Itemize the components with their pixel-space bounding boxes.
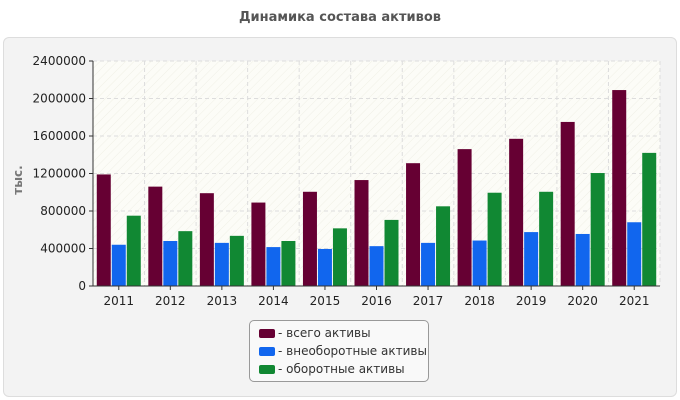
legend-label: - внеоборотные активы	[278, 344, 427, 358]
y-tick-label: 0	[78, 279, 86, 293]
bar-noncurrent-2020	[575, 233, 590, 286]
x-tick-label: 2020	[567, 294, 598, 308]
bar-current-2018	[487, 192, 502, 286]
legend-label: - оборотные активы	[278, 362, 405, 376]
x-tick-label: 2013	[207, 294, 238, 308]
legend-item-total-assets: - всего активы	[259, 324, 428, 342]
bar-noncurrent-2014	[266, 247, 281, 286]
x-tick-label: 2011	[103, 294, 134, 308]
bar-noncurrent-2012	[163, 241, 178, 286]
legend-item-noncurrent-assets: - внеоборотные активы	[259, 342, 428, 360]
y-tick-label: 1600000	[33, 129, 86, 143]
bar-noncurrent-2013	[214, 242, 229, 286]
bar-noncurrent-2016	[369, 246, 384, 286]
x-tick-label: 2016	[361, 294, 392, 308]
x-tick-label: 2019	[516, 294, 547, 308]
bar-current-2017	[436, 206, 451, 286]
bar-noncurrent-2017	[421, 242, 436, 286]
bars	[96, 90, 657, 286]
bar-total-2017	[406, 163, 421, 286]
x-tick-label: 2015	[310, 294, 341, 308]
bar-total-2015	[302, 191, 317, 286]
y-tick-label: 1200000	[33, 167, 86, 181]
bar-current-2021	[642, 152, 657, 286]
bar-noncurrent-2015	[317, 248, 332, 286]
x-tick-label: 2021	[619, 294, 650, 308]
x-tick-labels: 2011 2012 2013 2014 2015 2016 2017 2018 2019 2020…	[103, 294, 649, 308]
bar-noncurrent-2018	[472, 240, 487, 286]
bar-total-2016	[354, 180, 369, 286]
legend: - всего активы - внеоборотные активы - о…	[249, 320, 429, 382]
x-tick-label: 2017	[413, 294, 444, 308]
x-tick-label: 2018	[464, 294, 495, 308]
bar-total-2018	[457, 149, 472, 286]
y-tick-label: 2000000	[33, 92, 86, 106]
y-tick-label: 400000	[40, 242, 86, 256]
y-axis-label: тыс.	[11, 165, 25, 195]
x-tick-label: 2014	[258, 294, 289, 308]
bar-current-2020	[590, 173, 605, 286]
bar-total-2021	[612, 90, 627, 286]
bar-total-2014	[251, 202, 266, 286]
chart-title: Динамика состава активов	[238, 10, 442, 25]
bar-noncurrent-2019	[524, 232, 539, 286]
y-tick-label: 800000	[40, 204, 86, 218]
bar-current-2015	[332, 228, 347, 286]
bar-total-2019	[509, 138, 524, 286]
bar-current-2013	[229, 235, 244, 286]
x-tick-label: 2012	[155, 294, 186, 308]
bar-total-2020	[560, 121, 575, 286]
bar-current-2016	[384, 219, 399, 286]
bar-current-2012	[178, 231, 193, 286]
bar-total-2011	[96, 174, 111, 286]
bar-current-2019	[539, 191, 554, 286]
bar-total-2012	[148, 186, 163, 286]
legend-label: - всего активы	[278, 326, 371, 340]
legend-swatch	[259, 346, 275, 356]
bar-total-2013	[199, 193, 214, 286]
y-tick-label: 2400000	[33, 54, 86, 68]
bar-current-2014	[281, 241, 296, 286]
legend-swatch	[259, 328, 275, 338]
legend-swatch	[259, 364, 275, 374]
bar-current-2011	[126, 215, 141, 286]
bar-noncurrent-2021	[627, 222, 642, 286]
y-tick-labels: 0 400000 800000 1200000 1600000 2000000 240000…	[33, 54, 86, 293]
axes	[89, 60, 660, 290]
bar-noncurrent-2011	[111, 244, 126, 286]
legend-item-current-assets: - оборотные активы	[259, 360, 428, 378]
